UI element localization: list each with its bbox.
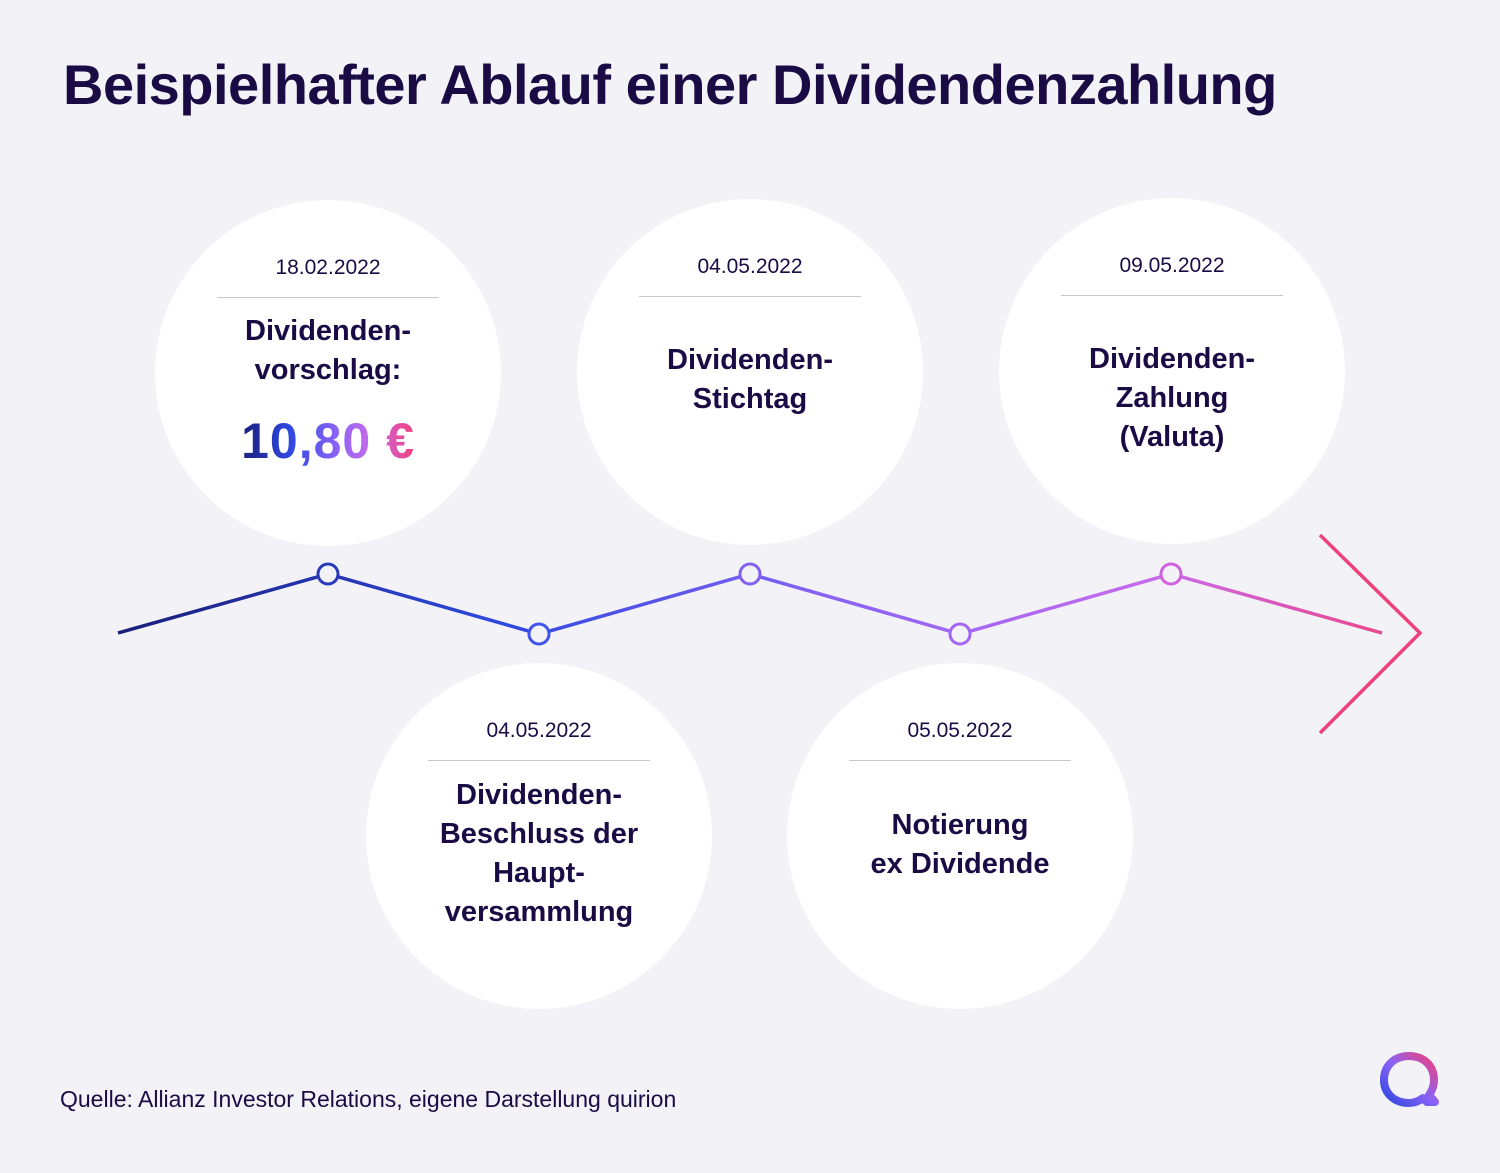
- dividend-amount-text: 10,80 €: [241, 413, 415, 469]
- dividend-amount: 10,80 €: [155, 412, 501, 470]
- event-date: 04.05.2022: [486, 719, 592, 742]
- event-circle-record-date: 04.05.2022 Dividenden- Stichtag: [577, 199, 923, 545]
- event-label: Dividenden- Zahlung (Valuta): [1089, 343, 1255, 453]
- event-label: Dividenden- Beschluss der Haupt- versamm…: [439, 779, 639, 928]
- quirion-logo-icon: [1380, 1052, 1439, 1107]
- page-title: Beispielhafter Ablauf einer Dividendenza…: [63, 53, 1277, 116]
- event-circle-resolution: 04.05.2022 Dividenden- Beschluss der Hau…: [366, 663, 712, 1009]
- timeline-node-2: [527, 622, 551, 646]
- timeline-node-1: [316, 562, 340, 586]
- event-date: 05.05.2022: [907, 719, 1013, 742]
- divider: [849, 760, 1071, 761]
- divider: [639, 296, 861, 297]
- event-label: Notierung ex Dividende: [870, 809, 1050, 880]
- arrow-head-icon: [1318, 533, 1423, 735]
- source-note: Quelle: Allianz Investor Relations, eige…: [60, 1086, 677, 1112]
- event-date: 09.05.2022: [1119, 254, 1225, 277]
- event-date: 04.05.2022: [697, 255, 803, 278]
- divider: [428, 760, 650, 761]
- event-date: 18.02.2022: [275, 256, 381, 279]
- timeline-node-4: [948, 622, 972, 646]
- event-label: Dividenden- vorschlag:: [245, 315, 411, 386]
- event-circle-payment: 09.05.2022 Dividenden- Zahlung (Valuta): [999, 198, 1345, 544]
- divider: [1061, 295, 1283, 296]
- divider: [217, 297, 439, 298]
- event-label: Dividenden- Stichtag: [667, 344, 833, 415]
- event-circle-ex-dividend: 05.05.2022 Notierung ex Dividende: [787, 663, 1133, 1009]
- event-circle-proposal: 18.02.2022 Dividenden- vorschlag: 10,80 …: [155, 200, 501, 546]
- timeline-node-3: [738, 562, 762, 586]
- timeline-node-5: [1159, 562, 1183, 586]
